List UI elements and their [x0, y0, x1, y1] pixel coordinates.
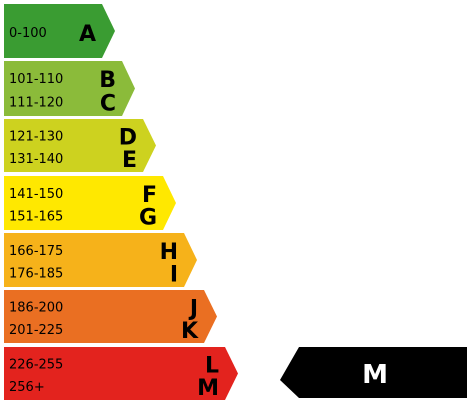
- band-range-label: 131-140: [9, 152, 63, 167]
- band-letter: M: [197, 376, 219, 401]
- band-arrow: [4, 347, 238, 400]
- band-letter: H: [160, 240, 178, 265]
- band-letter: I: [170, 263, 178, 288]
- band-range-label: 121-130: [9, 129, 63, 144]
- band-letter: L: [205, 353, 219, 378]
- band-letter: G: [139, 206, 157, 231]
- band-7: 226-255 L 256+ M: [4, 347, 238, 401]
- band-range-label: 0-100: [9, 26, 47, 41]
- band-arrow: [4, 119, 156, 172]
- band-1: 0-100 A: [4, 4, 115, 58]
- band-range-label: 226-255: [9, 357, 63, 372]
- band-letter: F: [142, 183, 157, 208]
- band-2: 101-110 B 111-120 C: [4, 61, 135, 116]
- band-letter: K: [181, 319, 199, 344]
- band-5: 166-175 H 176-185 I: [4, 233, 197, 288]
- band-letter: C: [100, 91, 116, 116]
- band-arrow: [4, 176, 176, 230]
- band-range-label: 141-150: [9, 187, 63, 202]
- band-3: 121-130 D 131-140 E: [4, 119, 156, 173]
- rating-bands: 0-100 A 101-110 B 111-120 C 121-130 D 131-140 E 14…: [4, 4, 238, 401]
- band-range-label: 166-175: [9, 244, 63, 259]
- band-range-label: 151-165: [9, 210, 63, 225]
- band-range-label: 111-120: [9, 95, 63, 110]
- band-range-label: 256+: [9, 380, 45, 395]
- band-letter: D: [119, 125, 137, 150]
- band-6: 186-200 J 201-225 K: [4, 290, 217, 344]
- band-letter: B: [99, 68, 116, 93]
- band-range-label: 176-185: [9, 267, 63, 282]
- band-range-label: 201-225: [9, 323, 63, 338]
- band-range-label: 186-200: [9, 300, 63, 315]
- current-rating-indicator: M: [280, 347, 467, 398]
- band-arrow: [4, 290, 217, 343]
- band-letter: A: [79, 22, 96, 47]
- band-letter: E: [122, 148, 137, 173]
- band-arrow: [4, 4, 115, 58]
- band-range-label: 101-110: [9, 72, 63, 87]
- current-rating-letter: M: [362, 360, 388, 390]
- band-4: 141-150 F 151-165 G: [4, 176, 176, 231]
- current-rating-arrow: [280, 347, 467, 398]
- band-arrow: [4, 61, 135, 116]
- band-letter: J: [188, 296, 198, 321]
- band-arrow: [4, 233, 197, 287]
